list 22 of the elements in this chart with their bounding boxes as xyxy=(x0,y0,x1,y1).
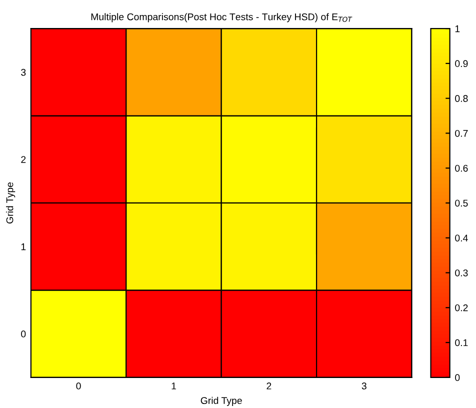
color-bar-label: 0.1 xyxy=(455,339,468,346)
y-tick-label: 3 xyxy=(21,68,26,76)
color-bar-label: 0.8 xyxy=(455,95,468,102)
x-tick-label: 2 xyxy=(266,382,272,390)
color-bar-label: 0.7 xyxy=(455,130,468,137)
color-bar-label: 0.6 xyxy=(455,164,468,172)
color-bar-label: 1 xyxy=(455,25,460,32)
chart-title: Multiple Comparisons(Post Hoc Tests - Turkey HSD) of E$_{TOT}$ xyxy=(91,13,352,22)
color-bar-label: 0.3 xyxy=(455,269,468,276)
color-bar-label: 0.5 xyxy=(455,200,468,207)
color-bar-label: 0 xyxy=(455,374,460,382)
y-tick-label: 2 xyxy=(21,156,26,163)
color-bar-label: 0.4 xyxy=(455,234,468,242)
x-tick-label: 0 xyxy=(76,382,81,390)
x-tick-label: 3 xyxy=(362,382,366,390)
color-bar-label: 0.9 xyxy=(455,60,468,68)
y-tick-label: 1 xyxy=(21,243,26,250)
y-axis-title: Grid Type xyxy=(6,182,16,224)
color-bar-label: 0.2 xyxy=(455,304,468,312)
x-tick-label: 1 xyxy=(172,382,176,390)
x-axis-title: Grid Type xyxy=(200,396,242,406)
y-tick-label: 0 xyxy=(21,330,26,338)
